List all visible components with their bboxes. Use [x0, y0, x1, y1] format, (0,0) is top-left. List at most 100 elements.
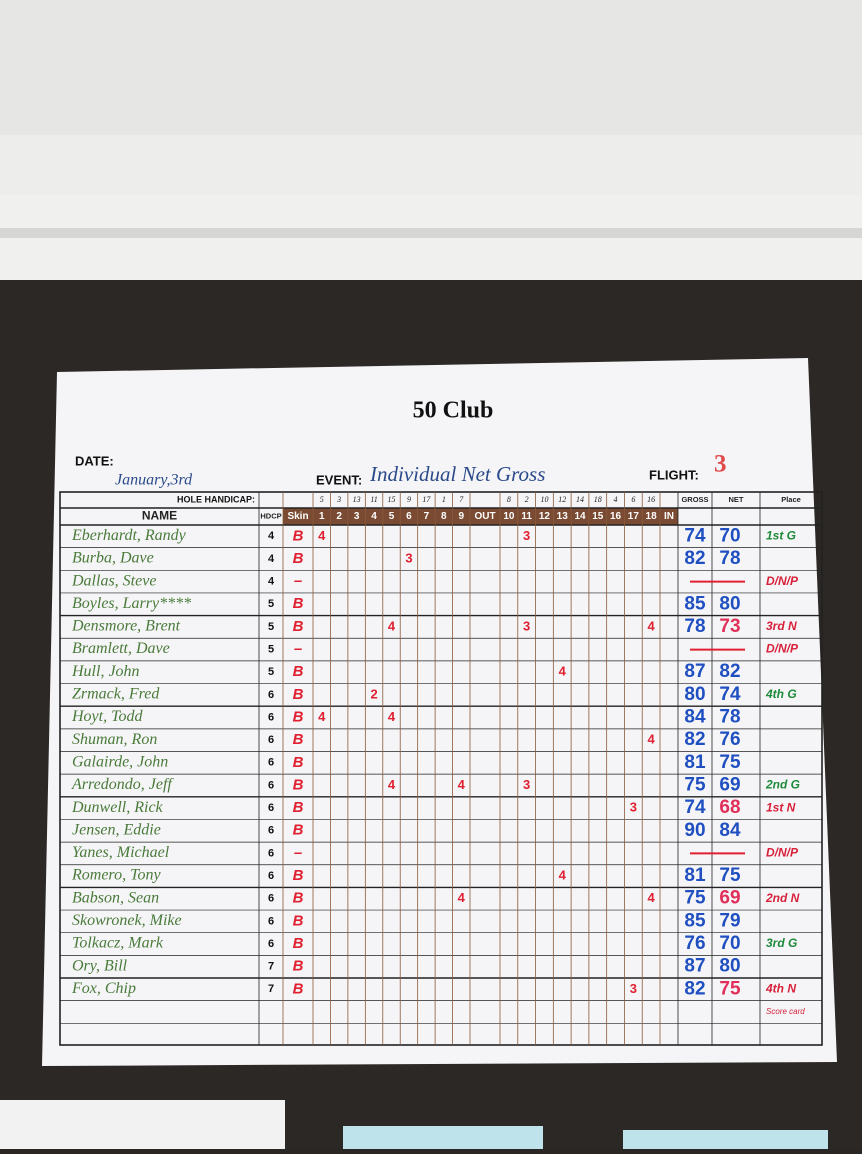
net: 80 — [719, 593, 740, 614]
place: 2nd G — [765, 778, 800, 792]
player-name: Hull, John — [71, 663, 140, 680]
player-hdcp: 6 — [268, 938, 274, 950]
player-name: Dunwell, Rick — [71, 799, 164, 816]
hole-score: 4 — [647, 890, 655, 905]
hole-handicap: 15 — [388, 495, 396, 504]
flight-label: FLIGHT: — [649, 467, 699, 482]
hole-handicap: 12 — [558, 495, 566, 504]
flight: 3 — [714, 451, 727, 478]
hole-score: 3 — [523, 528, 530, 543]
player-name: Eberhardt, Randy — [71, 527, 187, 544]
skin: B — [293, 686, 304, 703]
header-fill — [283, 508, 678, 525]
player-hdcp: 6 — [268, 757, 274, 769]
player-name: Boyles, Larry**** — [72, 595, 191, 612]
hole-handicap: 8 — [507, 495, 511, 504]
hole-score: 4 — [647, 732, 655, 747]
hole-score: 4 — [647, 618, 655, 633]
gross: 82 — [684, 978, 705, 999]
net: 79 — [719, 910, 740, 931]
hole-handicap: 1 — [442, 495, 446, 504]
player-hdcp: 6 — [268, 847, 274, 859]
column-header: 18 — [646, 511, 658, 522]
column-header: IN — [664, 511, 674, 522]
skin: B — [293, 708, 304, 725]
place: 4th N — [765, 981, 796, 995]
skin: B — [293, 776, 304, 793]
skin: B — [293, 550, 304, 567]
player-name: Fox, Chip — [71, 980, 136, 997]
player-name: Yanes, Michael — [72, 844, 170, 861]
skin: B — [293, 935, 304, 952]
scorecard-table: HOLE HANDICAP: 5 3 13 11 15 9 17 1 7 8 2 10 12 14 18 4 6 1… — [59, 491, 823, 1046]
gross: 85 — [684, 910, 706, 931]
player-hdcp: 6 — [268, 734, 274, 746]
gross: 74 — [684, 797, 706, 818]
place: 4th G — [765, 687, 797, 701]
net: 74 — [719, 684, 741, 705]
hole-handicap: 18 — [594, 495, 602, 504]
gross: 85 — [684, 593, 706, 614]
net: 78 — [719, 707, 740, 728]
net: 69 — [719, 774, 740, 795]
hole-score: 4 — [318, 709, 326, 724]
paper — [42, 358, 837, 1066]
net: 82 — [719, 661, 740, 682]
player-hdcp: 4 — [268, 576, 275, 588]
place: 1st G — [766, 528, 796, 542]
column-header: NET — [729, 495, 744, 504]
column-header: 3 — [354, 511, 360, 522]
hole-handicap: 3 — [336, 495, 341, 504]
gross: 76 — [684, 933, 705, 954]
sticker — [343, 1126, 543, 1149]
player-hdcp: 7 — [268, 961, 274, 973]
column-header: GROSS — [681, 495, 708, 504]
player-hdcp: 6 — [268, 870, 274, 882]
player-name: Zrmack, Fred — [72, 686, 160, 703]
column-header: 10 — [503, 511, 515, 522]
net: 75 — [719, 865, 741, 886]
hole-score: 4 — [458, 777, 466, 792]
skin: B — [293, 595, 304, 612]
net: 78 — [719, 548, 740, 569]
gross: 84 — [684, 707, 706, 728]
title: 50 Club — [413, 398, 494, 424]
player-hdcp: 6 — [268, 825, 274, 837]
place: 3rd N — [766, 619, 797, 633]
player-name: Babson, Sean — [72, 889, 159, 906]
hole-score: 3 — [405, 550, 412, 565]
hole-score: 4 — [559, 868, 567, 883]
player-hdcp: 6 — [268, 711, 274, 723]
player-name: Jensen, Eddie — [72, 821, 161, 838]
column-header: Skin — [287, 511, 308, 522]
hole-score: 4 — [388, 709, 396, 724]
hole-handicap: 7 — [459, 495, 464, 504]
skin: B — [293, 980, 304, 997]
gross: 82 — [684, 729, 705, 750]
place: D/N/P — [766, 846, 799, 860]
net: 70 — [719, 525, 740, 546]
player-name: Bramlett, Dave — [72, 640, 170, 657]
player-name: Hoyt, Todd — [71, 708, 144, 725]
skin: B — [293, 618, 304, 635]
player-name: Dallas, Steve — [71, 572, 156, 589]
hole-handicap: 4 — [614, 495, 618, 504]
player-name: Skowronek, Mike — [72, 912, 182, 929]
player-hdcp: 4 — [268, 553, 275, 565]
hole-handicap: 6 — [631, 495, 635, 504]
column-header: NAME — [142, 509, 177, 523]
player-hdcp: 7 — [268, 983, 274, 995]
column-header: 9 — [458, 511, 464, 522]
player-hdcp: 4 — [268, 530, 275, 542]
player-hdcp: 6 — [268, 915, 274, 927]
player-name: Arredondo, Jeff — [71, 776, 174, 793]
skin: – — [294, 844, 302, 861]
net: 75 — [719, 978, 741, 999]
hole-handicap-label: HOLE HANDICAP: — [177, 494, 255, 504]
column-header: 5 — [389, 511, 395, 522]
column-header: 12 — [539, 511, 551, 522]
skin: B — [293, 958, 304, 975]
skin: – — [294, 573, 302, 590]
